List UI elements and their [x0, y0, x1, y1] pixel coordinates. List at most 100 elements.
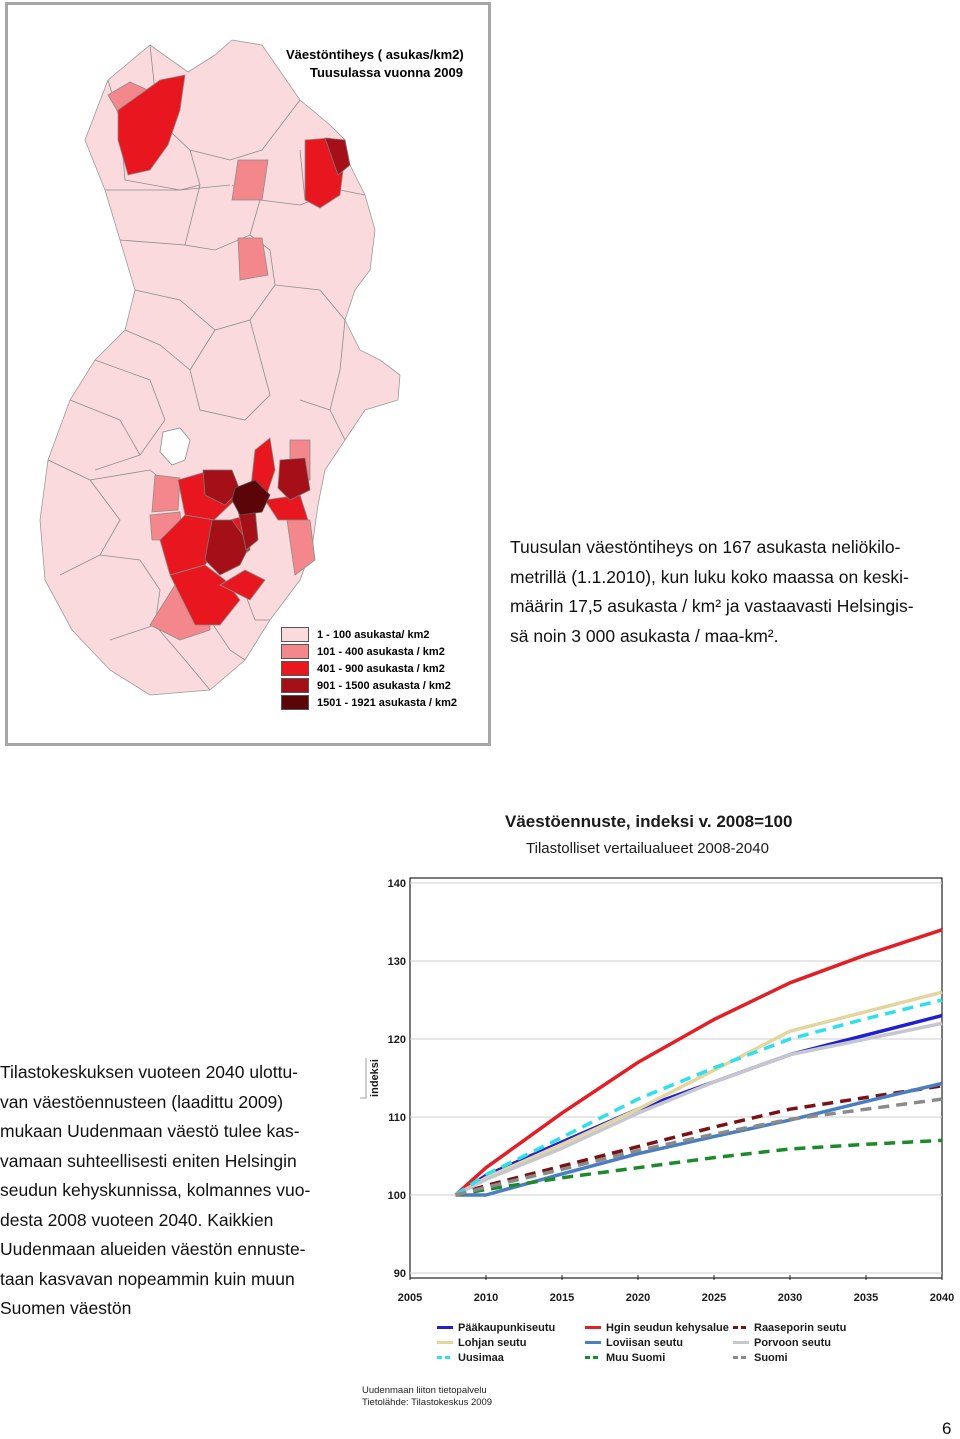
legend-label: 101 - 400 asukasta / km2 [317, 645, 445, 658]
x-tick-label: 2020 [626, 1292, 650, 1304]
legend-label: Lohjan seutu [458, 1336, 527, 1349]
legend-line [733, 1341, 749, 1344]
series-line-1 [454, 928, 943, 1197]
legend-label: Muu Suomi [606, 1351, 666, 1364]
paragraph-line: desta 2008 vuoteen 2040. Kaikkien [0, 1209, 274, 1230]
x-tick-label: 2025 [702, 1292, 726, 1304]
chart-legend: Pääkaupunkiseutu Hgin seudun kehysalue R… [437, 1320, 867, 1365]
y-tick-label: 110 [388, 1112, 406, 1124]
map-legend-item: 401 - 900 asukasta / km2 [281, 660, 457, 677]
series-line-6 [454, 998, 943, 1197]
y-tick-label: 90 [394, 1268, 406, 1280]
chart-legend-item: Raaseporin seutu [733, 1320, 867, 1335]
chart-side-bracket [360, 1058, 367, 1099]
legend-label: Porvoon seutu [754, 1336, 832, 1349]
paragraph-line: mukaan Uudenmaan väestö tulee kas- [0, 1121, 300, 1141]
legend-swatch [281, 695, 309, 710]
paragraph-line: määrin 17,5 asukasta / km² ja vastaavast… [510, 596, 914, 616]
map-lake [159, 427, 191, 466]
chart-legend-item: Muu Suomi [585, 1350, 733, 1365]
legend-line [585, 1326, 601, 1329]
legend-label: Raaseporin seutu [754, 1321, 847, 1334]
x-tick-label: 2035 [854, 1292, 878, 1304]
chart-legend-item: Pääkaupunkiseutu [437, 1320, 585, 1335]
x-tick-label: 2040 [930, 1292, 954, 1304]
y-tick-label: 130 [388, 956, 406, 968]
map-legend-item: 1 - 100 asukasta/ km2 [281, 626, 457, 643]
x-tick-label: 2015 [550, 1292, 574, 1304]
map-density-901-1500 [202, 137, 351, 576]
paragraph-line: vamaan suhteellisesti eniten Helsingin [0, 1150, 297, 1171]
series-line-5 [454, 1021, 943, 1197]
chart-series [454, 928, 943, 1197]
legend-line [585, 1356, 601, 1359]
chart-legend-item: Uusimaa [437, 1350, 585, 1365]
series-line-4 [455, 1081, 943, 1197]
map-legend: 1 - 100 asukasta/ km2 101 - 400 asukasta… [281, 626, 457, 711]
legend-label: 901 - 1500 asukasta / km2 [317, 679, 451, 692]
page-number: 6 [942, 1419, 952, 1438]
density-map [39, 39, 401, 696]
paragraph-line: seudun kehyskunnissa, kolmannes vuo- [0, 1180, 311, 1200]
chart-source: Uudenmaan liiton tietopalvelu Tietolähde… [362, 1385, 492, 1409]
source-line: Uudenmaan liiton tietopalvelu [362, 1385, 487, 1396]
legend-line [733, 1356, 749, 1359]
map-legend-item: 101 - 400 asukasta / km2 [281, 643, 457, 660]
map-density-1501-1921 [231, 479, 271, 516]
chart-ylabel: indeksi [369, 1059, 381, 1097]
chart-legend-item: Loviisan seutu [585, 1335, 733, 1350]
paragraph-line: Suomen väestön [0, 1298, 132, 1318]
legend-label: Pääkaupunkiseutu [458, 1321, 556, 1334]
paragraph-line: Tilastokeskuksen vuoteen 2040 ulottu- [0, 1062, 299, 1082]
y-tick-label: 120 [388, 1034, 406, 1046]
legend-label: 1 - 100 asukasta/ km2 [317, 628, 430, 641]
map-density-401-900 [117, 74, 346, 626]
map-legend-item: 901 - 1500 asukasta / km2 [281, 677, 457, 694]
chart-legend-item: Lohjan seutu [437, 1335, 585, 1350]
x-tick-label: 2010 [474, 1292, 498, 1304]
legend-line [585, 1341, 601, 1344]
series-line-2 [455, 1084, 943, 1197]
legend-label: Loviisan seutu [606, 1336, 684, 1349]
legend-label: Uusimaa [458, 1351, 504, 1364]
chart-title: Väestöennuste, indeksi v. 2008=100 [505, 812, 793, 831]
paragraph-line: taan kasvavan nopeammin kuin muun [0, 1268, 295, 1289]
legend-swatch [281, 678, 309, 693]
legend-label: Suomi [754, 1351, 788, 1364]
series-line-0 [454, 1013, 943, 1197]
map-legend-item: 1501 - 1921 asukasta / km2 [281, 694, 457, 711]
paragraph-line: sä noin 3 000 asukasta / maa-km². [510, 625, 779, 646]
legend-line [437, 1356, 453, 1359]
legend-line [437, 1326, 453, 1329]
paragraph-line: Uudenmaan alueiden väestön ennuste- [0, 1239, 306, 1259]
map-title-line1: Väestöntiheys ( asukas/km2) [286, 47, 464, 62]
series-line-8 [455, 1097, 943, 1197]
density-paragraph: Tuusulan väestöntiheys on 167 asukasta n… [510, 533, 914, 651]
series-line-7 [455, 1138, 943, 1197]
chart-legend-item: Porvoon seutu [733, 1335, 867, 1350]
paragraph-line: Tuusulan väestöntiheys on 167 asukasta n… [510, 537, 901, 557]
x-tick-label: 2005 [398, 1292, 422, 1304]
chart-subtitle: Tilastolliset vertailualueet 2008-2040 [526, 840, 769, 857]
source-line: Tietolähde: Tilastokeskus 2009 [362, 1397, 493, 1408]
chart-legend-item: Hgin seudun kehysalue [585, 1320, 733, 1335]
legend-label: Hgin seudun kehysalue [606, 1321, 729, 1334]
legend-line [733, 1326, 749, 1329]
chart-plot-area [409, 877, 943, 1279]
chart-legend-item: Suomi [733, 1350, 867, 1365]
map-title: Väestöntiheys ( asukas/km2) Tuusulassa v… [286, 46, 464, 82]
series-line-3 [454, 990, 943, 1197]
map-title-line2: Tuusulassa vuonna 2009 [310, 65, 463, 80]
paragraph-line: van väestöennusteen (laadittu 2009) [0, 1091, 284, 1112]
legend-swatch [281, 661, 309, 676]
forecast-paragraph: Tilastokeskuksen vuoteen 2040 ulottu- va… [0, 1058, 310, 1324]
paragraph-line: metrillä (1.1.2010), kun luku koko maass… [510, 566, 909, 587]
legend-swatch [281, 644, 309, 659]
legend-label: 1501 - 1921 asukasta / km2 [317, 696, 458, 709]
legend-swatch [281, 627, 309, 642]
y-tick-label: 140 [388, 878, 406, 890]
chart-ticks: 90 100 110 120 130 140 2005 2010 2015 2020 2025 203… [388, 878, 955, 1304]
legend-label: 401 - 900 asukasta / km2 [317, 662, 445, 675]
x-tick-label: 2030 [778, 1292, 802, 1304]
